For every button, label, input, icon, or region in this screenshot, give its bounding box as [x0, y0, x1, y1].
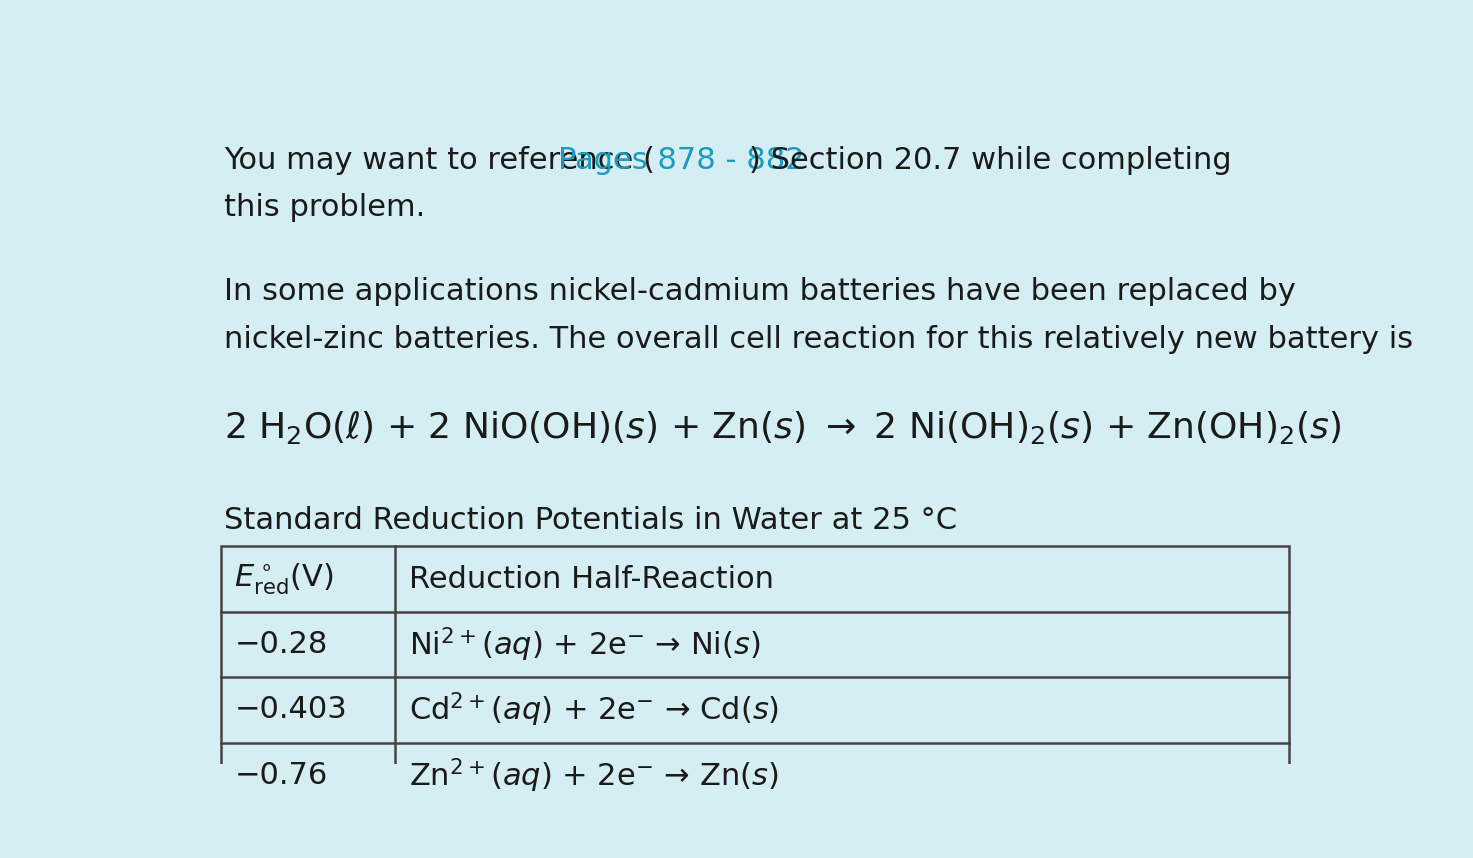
Text: −0.76: −0.76: [234, 761, 327, 790]
Text: Reduction Half-Reaction: Reduction Half-Reaction: [409, 565, 773, 594]
Text: 2 H$_2$O($\ell$) + 2 NiO(OH)($s$) + Zn($s$) $\rightarrow$ 2 Ni(OH)$_2$($s$) + Zn: 2 H$_2$O($\ell$) + 2 NiO(OH)($s$) + Zn($…: [224, 409, 1342, 446]
Text: In some applications nickel-cadmium batteries have been replaced by: In some applications nickel-cadmium batt…: [224, 277, 1296, 306]
Bar: [221, 547, 1289, 808]
Bar: [221, 547, 1289, 808]
Bar: [221, 547, 1289, 808]
Text: $E^\circ_{\rm red}$(V): $E^\circ_{\rm red}$(V): [234, 561, 334, 597]
Text: Ni$^{2+}$($aq$) + 2e$^{-}$ → Ni($s$): Ni$^{2+}$($aq$) + 2e$^{-}$ → Ni($s$): [409, 625, 760, 664]
Text: nickel-zinc batteries. The overall cell reaction for this relatively new battery: nickel-zinc batteries. The overall cell …: [224, 325, 1413, 354]
Text: You may want to reference (: You may want to reference (: [224, 146, 655, 175]
Text: Zn$^{2+}$($aq$) + 2e$^{-}$ → Zn($s$): Zn$^{2+}$($aq$) + 2e$^{-}$ → Zn($s$): [409, 756, 778, 795]
Text: this problem.: this problem.: [224, 193, 426, 222]
Text: Pages 878 - 882: Pages 878 - 882: [558, 146, 804, 175]
Text: Standard Reduction Potentials in Water at 25 °C: Standard Reduction Potentials in Water a…: [224, 506, 957, 535]
Text: Cd$^{2+}$($aq$) + 2e$^{-}$ → Cd($s$): Cd$^{2+}$($aq$) + 2e$^{-}$ → Cd($s$): [409, 691, 779, 729]
Text: −0.28: −0.28: [234, 630, 327, 659]
Text: −0.403: −0.403: [234, 696, 348, 724]
Text: ) Section 20.7 while completing: ) Section 20.7 while completing: [750, 146, 1231, 175]
